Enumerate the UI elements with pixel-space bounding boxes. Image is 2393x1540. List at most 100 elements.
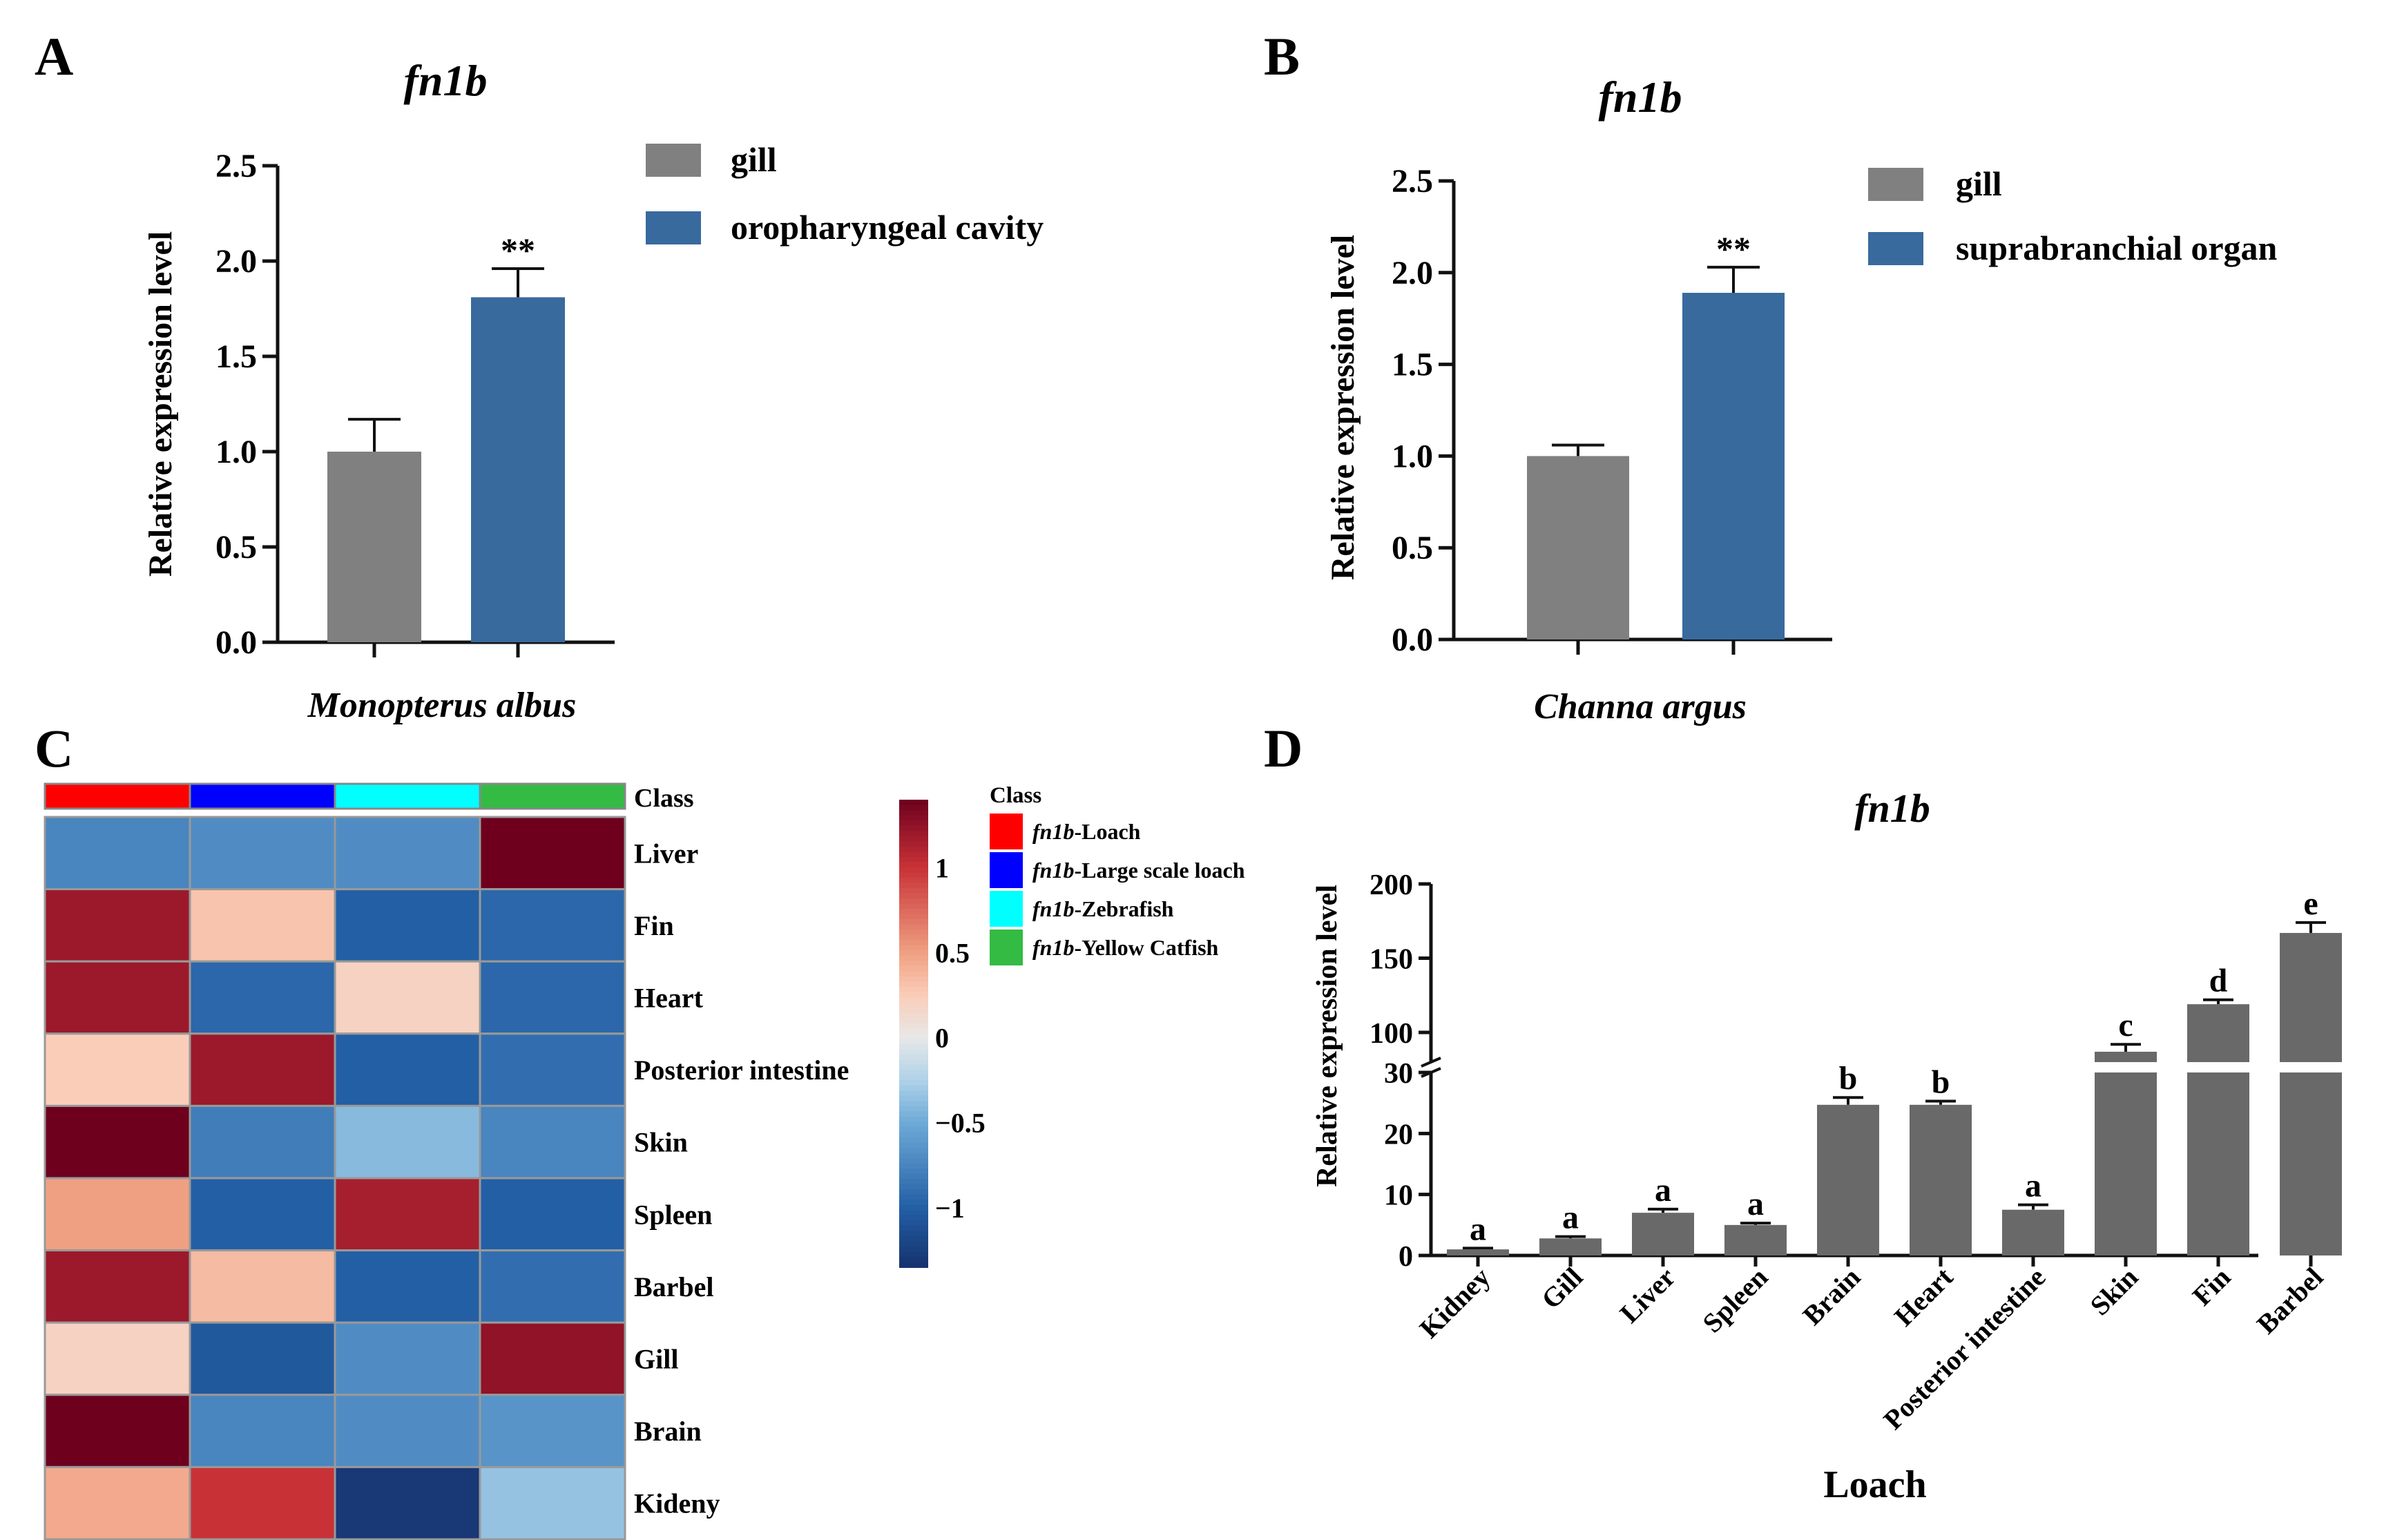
panel-c-row-label: Fin <box>634 910 674 941</box>
panel-c-row-label: Heart <box>634 983 704 1014</box>
panel-letter-b: B <box>1264 26 1300 86</box>
panel-c-scale-segment <box>899 872 928 878</box>
panel-d-bar-break-gap <box>2278 1062 2344 1072</box>
panel-c-scale-segment <box>899 846 928 853</box>
panel-c-scale-segment <box>899 914 928 921</box>
panel-d-bar <box>2002 1209 2064 1255</box>
panel-d-plot: 0102030100150200aKidneyaGillaLiveraSplee… <box>1370 869 2344 1436</box>
panel-d-bar-break-gap <box>2093 1062 2159 1072</box>
panel-b-title: fn1b <box>1599 73 1682 122</box>
panel-c-heat-cell <box>44 816 191 891</box>
panel-d-significance-letter: e <box>2303 885 2318 922</box>
panel-c-scale-segment <box>899 1246 928 1253</box>
panel-c-legend-label-zebrafish: fn1b-Zebrafish <box>1032 896 1174 921</box>
panel-c-scale-segment <box>899 919 928 925</box>
panel-b-legend-swatch-gill <box>1868 168 1923 201</box>
panel-c-scale-segment <box>899 1194 928 1201</box>
panel-c-scale-segment <box>899 1080 928 1086</box>
panel-c-scale-segment <box>899 800 928 806</box>
panel-c-row-label: Brain <box>634 1416 702 1447</box>
panel-b-plot: 0.0 0.5 1.0 1.5 2.0 2.5 ** <box>1392 163 1832 658</box>
panel-letter-d: D <box>1264 718 1303 778</box>
panel-c-scale-segment <box>899 1179 928 1185</box>
panel-c-row-label: Spleen <box>634 1199 712 1230</box>
panel-c-scale-segment <box>899 1085 928 1092</box>
panel-c-scale-segment <box>899 1189 928 1195</box>
panel-a-legend-label-gill: gill <box>731 140 777 179</box>
panel-c-scale-segment <box>899 1168 928 1175</box>
panel-d-y-tick-label: 150 <box>1370 944 1413 976</box>
panel-c-legend-title: Class <box>990 783 1041 808</box>
panel-c: Liver Fin Heart Posterior intestine Skin Sple… <box>44 782 1245 1540</box>
panel-c-scale-segment <box>899 1043 928 1050</box>
panel-c-scale-segment <box>899 1054 928 1061</box>
panel-a-title: fn1b <box>404 56 488 105</box>
panel-b-xlabel: Channa argus <box>1534 687 1747 726</box>
panel-c-scale-segment <box>899 836 928 843</box>
panel-a-legend-swatch-oropharyngeal <box>646 211 701 244</box>
panel-c-scale-segment <box>899 1090 928 1097</box>
panel-d-significance-letter: a <box>1747 1186 1764 1222</box>
panel-c-row-label: Gill <box>634 1344 678 1375</box>
panel-c-scale-segment <box>899 1116 928 1123</box>
panel-c-scale-segment <box>899 1070 928 1076</box>
panel-c-scale-segment <box>899 893 928 899</box>
panel-b-bar-treatment <box>1682 293 1785 639</box>
panel-c-heat-cell <box>189 888 336 963</box>
panel-d-x-tick-label: Skin <box>2084 1262 2144 1322</box>
panel-c-legend-swatch-zebrafish <box>990 891 1023 927</box>
panel-c-heat-cell <box>189 1249 336 1324</box>
panel-c-heat-cell <box>44 1177 191 1252</box>
panel-c-scale-segment <box>899 883 928 889</box>
panel-c-heat-cell <box>479 1394 626 1468</box>
panel-c-scale-segment <box>899 862 928 868</box>
panel-c-heat-cell <box>334 1104 481 1180</box>
panel-b-y-tick-label: 2.0 <box>1392 255 1433 291</box>
panel-c-heat-cell <box>189 1032 336 1107</box>
panel-a-legend: gill oropharyngeal cavity <box>646 140 1044 247</box>
panel-d-significance-letter: d <box>2209 963 2228 999</box>
panel-c-heat-cell <box>189 1321 336 1396</box>
panel-c-scale-segment <box>899 1173 928 1180</box>
panel-c-scale-segment <box>899 1122 928 1128</box>
panel-a-y-tick-label: 1.0 <box>215 434 257 470</box>
panel-c-scale-segment <box>899 1215 928 1222</box>
panel-d-bar-break-gap <box>2185 1062 2251 1072</box>
panel-d-x-tick-label: Kidney <box>1414 1262 1497 1345</box>
panel-a-y-tick-label: 0.0 <box>215 624 257 661</box>
panel-c-scale-segment <box>899 1210 928 1216</box>
panel-d-bar <box>1539 1238 1602 1255</box>
panel-c-legend-label-large-scale-loach: fn1b-Large scale loach <box>1032 858 1245 883</box>
panel-c-scale-segment <box>899 1002 928 1008</box>
panel-c-scale-segment <box>899 1028 928 1034</box>
panel-c-scale-segment <box>899 992 928 998</box>
panel-c-heat-cell <box>189 1177 336 1252</box>
panel-b-y-tick-label: 0.5 <box>1392 530 1433 566</box>
panel-c-class-bar-zebrafish <box>334 782 481 810</box>
panel-c-scale-segment <box>899 1017 928 1024</box>
panel-c-row-label: Liver <box>634 838 698 869</box>
panel-a-plot: 0.0 0.5 1.0 1.5 2.0 2.5 ** <box>215 148 615 661</box>
panel-c-color-scale: 1 0.5 0 −0.5 −1 <box>899 800 986 1268</box>
panel-c-heat-cell <box>479 816 626 891</box>
panel-c-heat-cell <box>44 1249 191 1324</box>
panel-c-class-bar-large-scale-loach <box>189 782 336 810</box>
panel-c-scale-tick: 1 <box>935 852 949 883</box>
panel-c-row-label: Skin <box>634 1127 688 1158</box>
panel-a: fn1b 0.0 0.5 1.0 1.5 2.0 2.5 ** Relative expre… <box>142 56 1044 725</box>
panel-d-xlabel: Loach <box>1823 1463 1926 1506</box>
panel-c-heatmap: Liver Fin Heart Posterior intestine Skin Sple… <box>44 782 849 1540</box>
panel-b-legend: gill suprabranchial organ <box>1868 164 2278 267</box>
panel-b-y-tick-label: 2.5 <box>1392 163 1433 200</box>
panel-c-scale-segment <box>899 997 928 1003</box>
panel-d-bar <box>1817 1104 1879 1255</box>
panel-d-bar <box>1724 1224 1787 1255</box>
panel-d-x-tick-label: Heart <box>1888 1261 1959 1332</box>
panel-c-heat-cell <box>44 1394 191 1468</box>
panel-c-scale-segment <box>899 934 928 941</box>
panel-c-scale-segment <box>899 1204 928 1211</box>
panel-c-scale-segment <box>899 1049 928 1055</box>
panel-c-heat-cell <box>479 1465 626 1540</box>
panel-c-scale-segment <box>899 903 928 909</box>
panel-c-scale-segment <box>899 820 928 827</box>
